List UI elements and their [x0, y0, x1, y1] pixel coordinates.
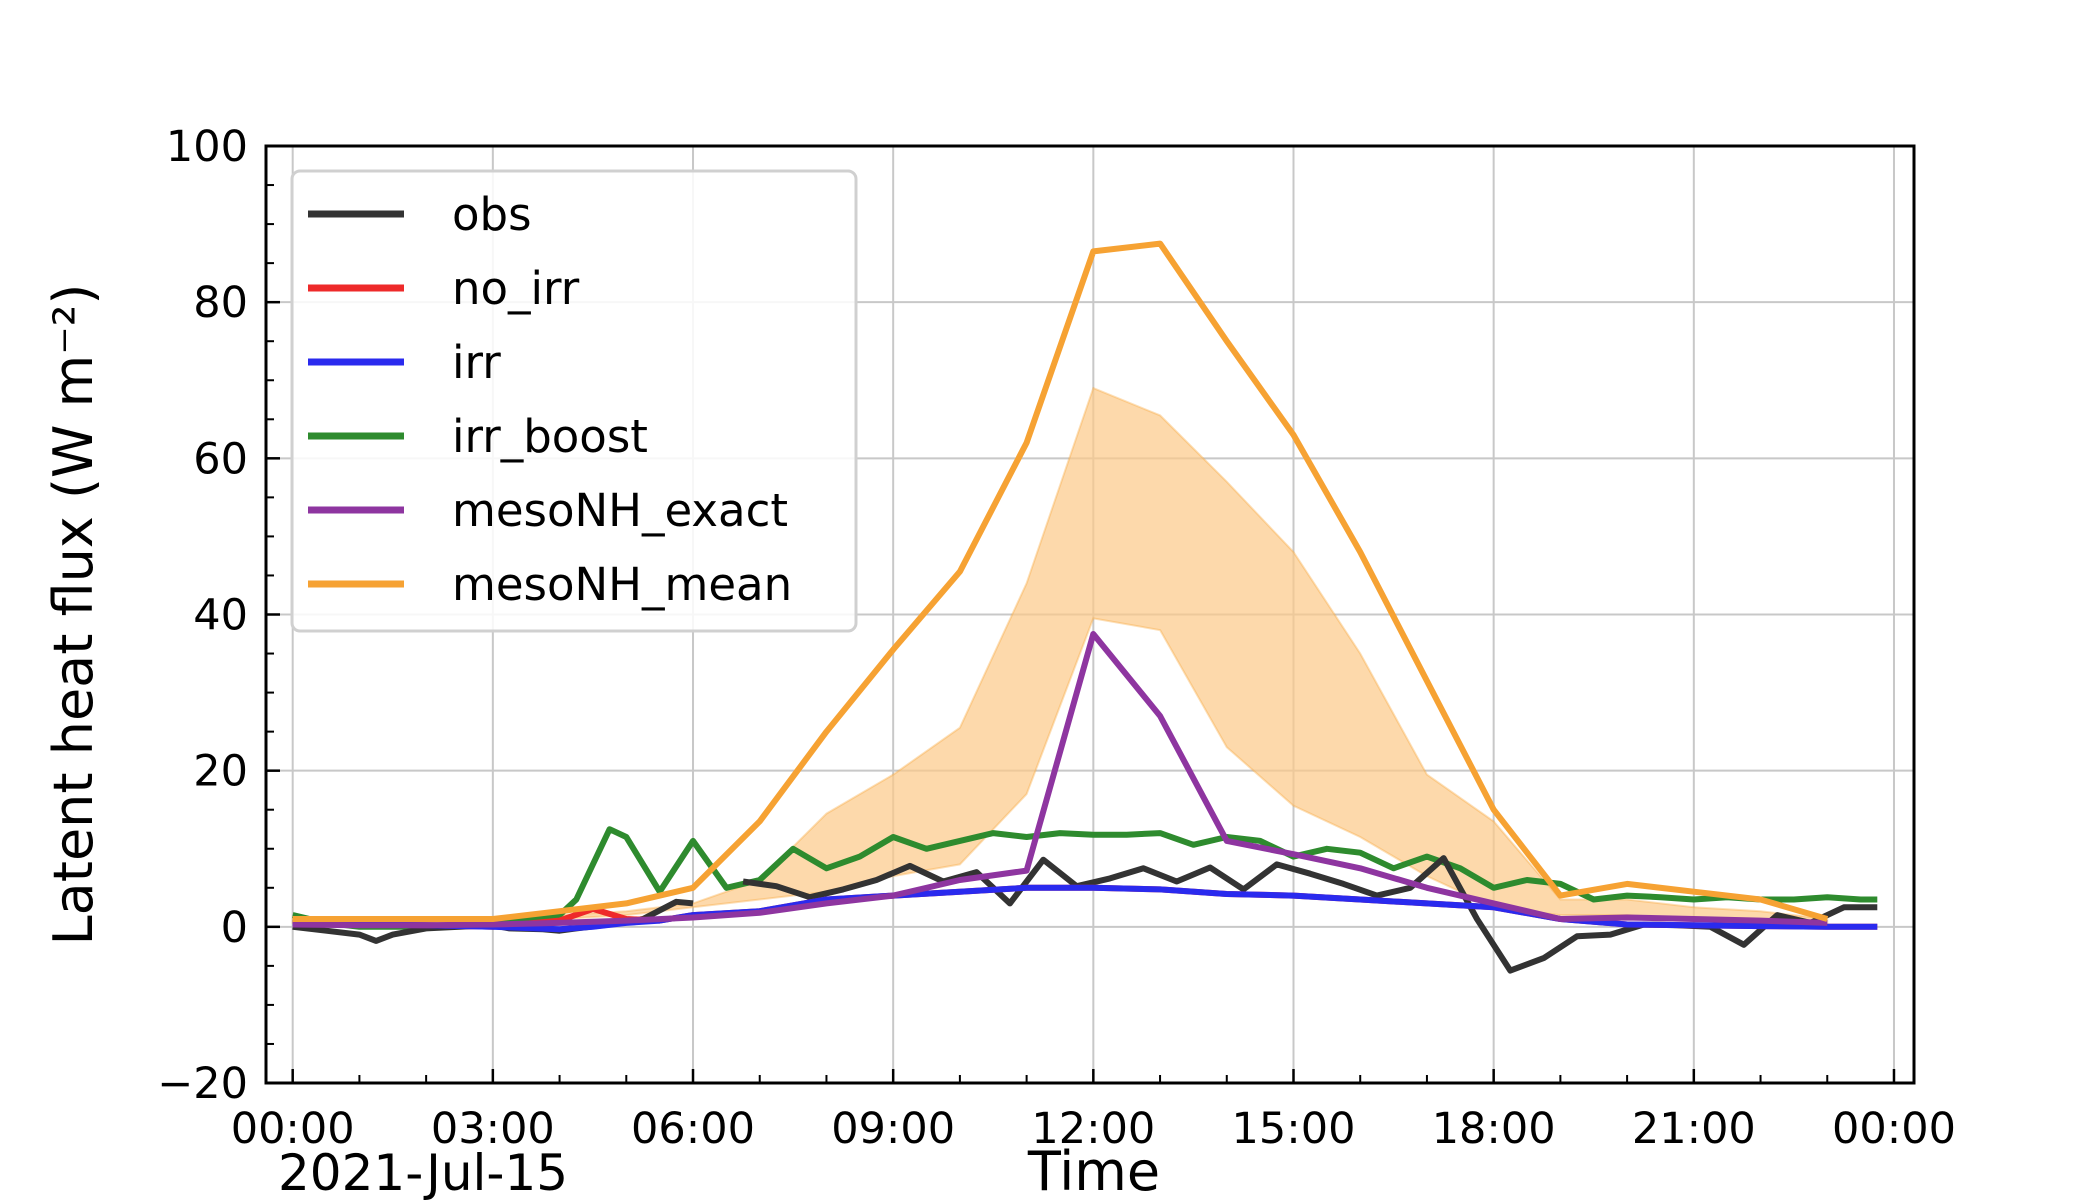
- x-tick-label: 00:00: [231, 1104, 355, 1154]
- x-axis-title: Time: [1027, 1140, 1160, 1200]
- y-tick-label: 60: [193, 434, 248, 484]
- legend-label-irr: irr: [452, 336, 501, 389]
- y-tick-label: 20: [193, 747, 248, 797]
- x-tick-label: 00:00: [1832, 1104, 1956, 1154]
- y-axis-title: Latent heat flux (W m⁻²): [42, 284, 105, 946]
- x-tick-label: 09:00: [831, 1104, 955, 1154]
- x-tick-label: 03:00: [431, 1104, 555, 1154]
- legend-label-no_irr: no_irr: [452, 262, 580, 315]
- x-tick-label: 18:00: [1432, 1104, 1556, 1154]
- legend-box: [290, 169, 858, 633]
- axis-ticks: 00:00 03:00 06:00 09:00 12:00 15:00 18:00 21:00…: [157, 122, 1956, 1154]
- series-lines: [292, 240, 1878, 974]
- series-line-mesoNH_exact: [292, 631, 1828, 929]
- series-line-irr: [292, 884, 1878, 933]
- x-tick-label: 12:00: [1031, 1104, 1155, 1154]
- y-tick-label: 100: [166, 122, 248, 172]
- legend-label-mesoNH_exact: mesoNH_exact: [452, 484, 788, 537]
- legend-label-obs: obs: [452, 188, 532, 241]
- x-tick-label: 15:00: [1232, 1104, 1356, 1154]
- legend-label-mesoNH_mean: mesoNH_mean: [452, 558, 792, 611]
- legend-label-irr_boost: irr_boost: [452, 410, 648, 463]
- y-tick-label: 0: [221, 903, 248, 953]
- series-line-mesoNH_mean: [292, 240, 1829, 922]
- y-tick-label: −20: [157, 1059, 248, 1109]
- y-tick-label: 40: [193, 591, 248, 641]
- x-tick-label: 21:00: [1632, 1104, 1756, 1154]
- y-tick-label: 80: [193, 278, 248, 328]
- x-tick-label: 06:00: [631, 1104, 755, 1154]
- date-label: 2021-Jul-15: [278, 1144, 568, 1200]
